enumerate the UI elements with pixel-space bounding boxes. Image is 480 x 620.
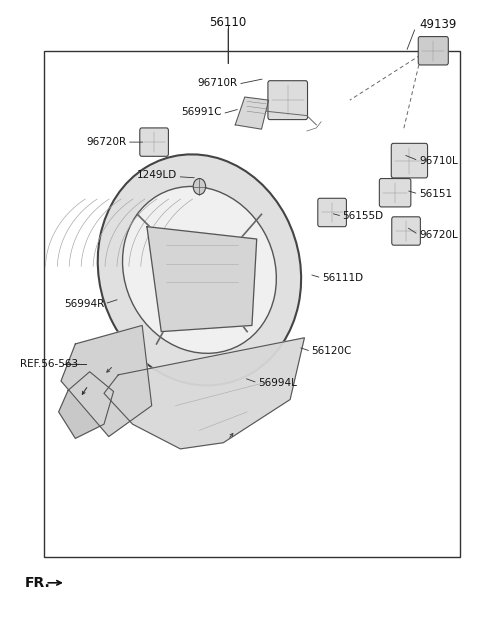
Circle shape — [193, 179, 205, 195]
Text: 49139: 49139 — [419, 18, 456, 31]
FancyBboxPatch shape — [140, 128, 168, 156]
Text: 56151: 56151 — [419, 189, 452, 199]
Text: REF.56-563: REF.56-563 — [21, 360, 79, 370]
FancyBboxPatch shape — [418, 37, 448, 65]
Text: FR.: FR. — [24, 576, 50, 590]
Text: 56155D: 56155D — [343, 211, 384, 221]
FancyBboxPatch shape — [318, 198, 347, 227]
Text: 56991C: 56991C — [181, 107, 222, 117]
Text: 56994R: 56994R — [64, 299, 104, 309]
Ellipse shape — [98, 154, 301, 386]
Polygon shape — [59, 372, 114, 438]
FancyBboxPatch shape — [268, 81, 308, 120]
Text: 56120C: 56120C — [312, 347, 352, 356]
FancyBboxPatch shape — [391, 143, 428, 178]
Text: 56110: 56110 — [209, 17, 247, 30]
Polygon shape — [147, 227, 257, 332]
Text: 1249LD: 1249LD — [137, 170, 177, 180]
Polygon shape — [61, 326, 152, 436]
Text: 96720L: 96720L — [419, 229, 458, 240]
Text: 96720R: 96720R — [86, 137, 126, 147]
Polygon shape — [104, 338, 304, 449]
Text: 96710L: 96710L — [419, 156, 458, 166]
FancyBboxPatch shape — [379, 179, 411, 207]
FancyBboxPatch shape — [392, 217, 420, 245]
Bar — [44, 51, 459, 557]
Text: 96710R: 96710R — [197, 78, 238, 88]
Polygon shape — [235, 97, 269, 129]
Text: 56994L: 56994L — [258, 378, 297, 388]
Text: 56111D: 56111D — [322, 273, 363, 283]
Ellipse shape — [122, 187, 276, 353]
